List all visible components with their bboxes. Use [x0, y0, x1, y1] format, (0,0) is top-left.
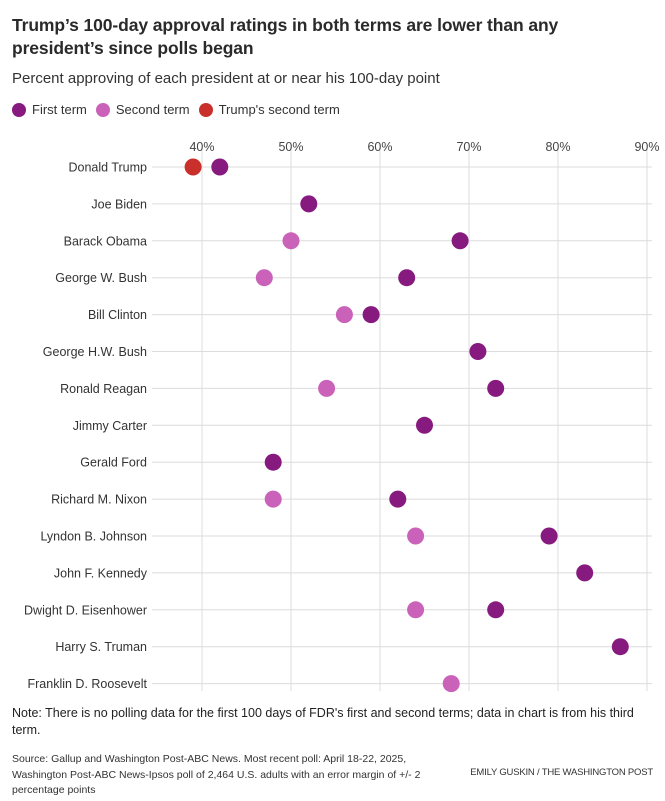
dot-second-term	[335, 306, 353, 324]
legend-item-first-term: First term	[12, 102, 87, 117]
chart-title: Trump’s 100-day approval ratings in both…	[12, 15, 559, 58]
dot-plot-chart: 40% 50% 60% 70% 80% 90% Donald Trump Joe Biden…	[24, 140, 660, 693]
x-tick-label-70: 70%	[456, 140, 481, 154]
legend-swatch-trump-second-term	[198, 102, 213, 117]
row-label: Harry S. Truman	[55, 640, 147, 654]
row-label: Gerald Ford	[80, 456, 147, 470]
legend-item-trump-second-term: Trump's second term	[198, 102, 340, 117]
chart-subtitle: Percent approving of each president at o…	[12, 70, 440, 87]
dot-trump-second-term	[184, 158, 202, 176]
row-labels: Donald Trump Joe Biden Barack Obama George …	[24, 161, 148, 692]
row-lines	[152, 166, 652, 685]
row-label: Joe Biden	[91, 197, 147, 211]
row-label: John F. Kennedy	[54, 566, 148, 580]
row-label: George W. Bush	[55, 271, 147, 285]
dot-first-term	[487, 379, 505, 397]
row-label: Dwight D. Eisenhower	[24, 603, 147, 617]
row-label: Lyndon B. Johnson	[40, 530, 147, 544]
dot-second-term	[407, 527, 425, 545]
x-tick-label-50: 50%	[278, 140, 303, 154]
legend-label-second-term: Second term	[115, 102, 190, 117]
dot-second-term	[407, 601, 425, 619]
x-axis-tick-labels: 40% 50% 60% 70% 80% 90%	[189, 140, 659, 154]
row-label: Bill Clinton	[88, 308, 147, 322]
dot-first-term	[362, 306, 380, 324]
dot-second-term	[264, 490, 282, 508]
data-points	[184, 158, 629, 693]
legend-label-first-term: First term	[32, 102, 87, 117]
row-label: Richard M. Nixon	[51, 493, 147, 507]
row-label: Franklin D. Roosevelt	[28, 677, 148, 691]
legend-item-second-term: Second term	[95, 102, 190, 117]
legend-swatch-first-term	[12, 102, 26, 117]
x-tick-label-60: 60%	[367, 140, 392, 154]
dot-second-term	[255, 269, 273, 287]
dot-first-term	[416, 416, 433, 434]
x-tick-label-90: 90%	[634, 140, 659, 154]
dot-first-term	[398, 269, 416, 287]
x-tick-label-80: 80%	[545, 140, 570, 154]
dot-first-term	[487, 601, 505, 619]
dot-first-term	[611, 638, 629, 656]
dot-second-term	[318, 379, 336, 397]
row-label: Jimmy Carter	[73, 419, 147, 433]
row-label: Barack Obama	[64, 234, 147, 248]
dot-first-term	[469, 343, 487, 360]
legend-swatch-second-term	[95, 102, 110, 117]
row-label: Ronald Reagan	[60, 382, 147, 396]
dot-first-term	[211, 158, 229, 176]
chart-credit: EMILY GUSKIN / THE WASHINGTON POST	[470, 767, 653, 778]
legend: First term Second term Trump's second te…	[12, 102, 349, 117]
x-tick-label-40: 40%	[189, 140, 214, 154]
chart-source: Source: Gallup and Washington Post-ABC N…	[12, 753, 421, 796]
dot-first-term	[389, 490, 407, 508]
legend-label-trump-second-term: Trump's second term	[218, 102, 340, 117]
dot-first-term	[451, 232, 469, 250]
dot-first-term	[300, 195, 318, 213]
row-label: George H.W. Bush	[43, 345, 147, 359]
dot-first-term	[540, 527, 558, 545]
dot-first-term	[576, 564, 594, 582]
row-label: Donald Trump	[68, 161, 147, 175]
chart-note: Note: There is no polling data for the f…	[12, 706, 634, 737]
dot-second-term	[442, 675, 460, 693]
dot-second-term	[282, 232, 300, 250]
dot-first-term	[264, 453, 282, 471]
